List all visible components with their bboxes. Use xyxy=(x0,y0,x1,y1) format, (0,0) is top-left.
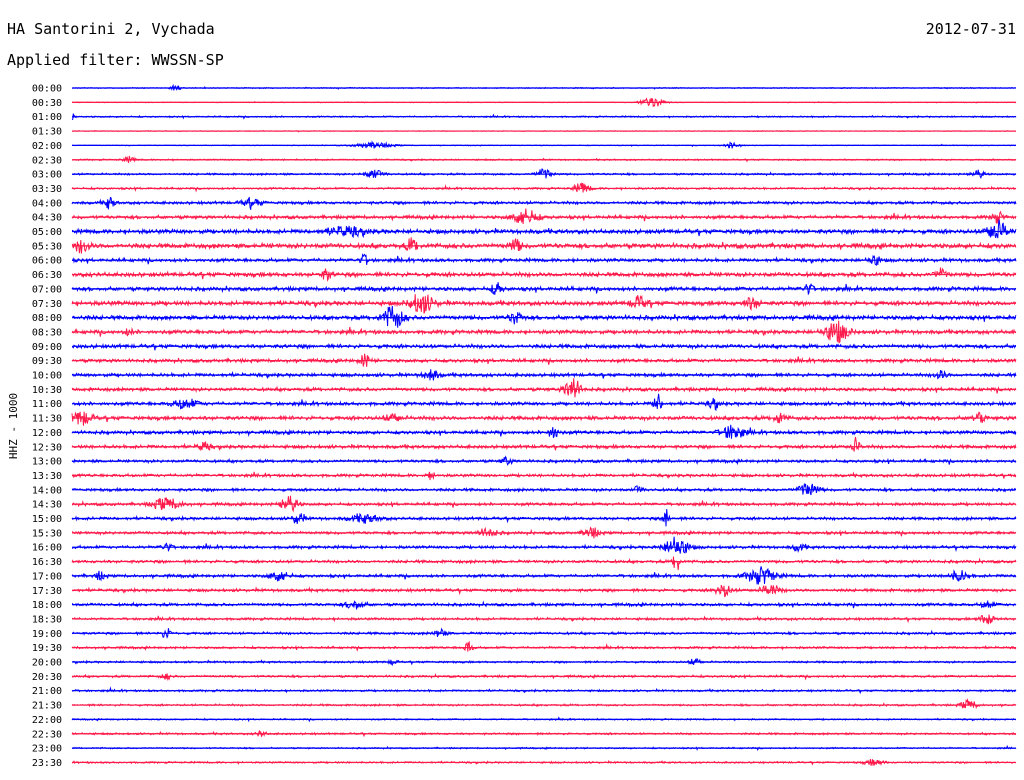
seismic-trace-1030 xyxy=(71,378,1017,398)
row-time-label: 12:30 xyxy=(32,442,62,453)
row-time-label: 12:00 xyxy=(32,428,62,439)
row-time-label: 04:30 xyxy=(32,213,62,224)
seismic-trace-1100 xyxy=(71,393,1017,412)
row-time-label: 09:30 xyxy=(32,356,62,367)
row-time-label: 20:30 xyxy=(32,672,62,683)
row-time-label: 17:30 xyxy=(32,586,62,597)
seismic-trace-0800 xyxy=(71,305,1017,328)
row-time-label: 03:00 xyxy=(32,170,62,181)
date-label: 2012-07-31 xyxy=(925,20,1016,38)
row-time-label: 01:00 xyxy=(32,112,62,123)
row-time-label: 13:00 xyxy=(32,457,62,468)
seismic-trace-1200 xyxy=(71,424,1017,439)
row-time-label: 22:00 xyxy=(32,715,62,726)
seismic-trace-0430 xyxy=(71,208,1017,224)
row-time-label: 01:30 xyxy=(32,127,62,138)
seismic-trace-2130 xyxy=(71,698,1017,710)
row-time-label: 06:30 xyxy=(32,270,62,281)
row-time-label: 10:30 xyxy=(32,385,62,396)
seismic-trace-0900 xyxy=(71,342,1017,351)
row-time-label: 18:30 xyxy=(32,614,62,625)
seismic-trace-1500 xyxy=(71,509,1017,527)
filter-label: Applied filter: WWSSN-SP xyxy=(7,51,224,69)
row-time-label: 05:00 xyxy=(32,227,62,238)
row-time-label: 18:00 xyxy=(32,600,62,611)
row-time-label: 11:00 xyxy=(32,399,62,410)
seismic-trace-1230 xyxy=(71,436,1017,452)
row-time-label: 06:00 xyxy=(32,256,62,267)
station-title: HA Santorini 2, Vychada xyxy=(7,20,215,38)
row-time-label: 14:00 xyxy=(32,485,62,496)
row-time-label: 15:30 xyxy=(32,528,62,539)
row-time-label: 23:30 xyxy=(32,758,62,769)
row-time-label: 21:30 xyxy=(32,701,62,712)
row-time-label: 16:30 xyxy=(32,557,62,568)
seismic-trace-0500 xyxy=(71,219,1017,239)
seismic-trace-1930 xyxy=(71,640,1017,652)
seismic-trace-1600 xyxy=(72,536,1017,554)
row-time-label: 00:00 xyxy=(32,84,62,95)
row-time-label: 22:30 xyxy=(32,729,62,740)
row-time-label: 03:30 xyxy=(32,184,62,195)
y-axis-label: HHZ - 1000 xyxy=(7,393,20,459)
seismic-trace-1130 xyxy=(71,411,1017,426)
row-time-label: 00:30 xyxy=(32,98,62,109)
row-time-label: 15:00 xyxy=(32,514,62,525)
seismic-trace-0330 xyxy=(71,182,1017,193)
row-time-label: 07:00 xyxy=(32,284,62,295)
row-time-label: 05:30 xyxy=(32,241,62,252)
seismic-trace-1300 xyxy=(71,455,1017,466)
seismic-trace-1630 xyxy=(71,556,1017,571)
row-time-label: 04:00 xyxy=(32,198,62,209)
row-time-label: 02:00 xyxy=(32,141,62,152)
row-time-label: 16:00 xyxy=(32,543,62,554)
row-time-label: 13:30 xyxy=(32,471,62,482)
row-time-label: 20:00 xyxy=(32,658,62,669)
trace-rows: 00:00 00:30 01:00 01:30 02:00 02:30 03:00 03:30… xyxy=(32,84,1017,769)
seismic-trace-0630 xyxy=(71,267,1017,282)
seismic-trace-0400 xyxy=(71,196,1017,210)
row-time-label: 08:30 xyxy=(32,327,62,338)
row-time-label: 17:00 xyxy=(32,571,62,582)
row-time-label: 07:30 xyxy=(32,299,62,310)
row-time-label: 19:00 xyxy=(32,629,62,640)
row-time-label: 11:30 xyxy=(32,414,62,425)
row-time-label: 19:30 xyxy=(32,643,62,654)
row-time-label: 23:00 xyxy=(32,744,62,755)
seismic-trace-1800 xyxy=(71,599,1017,610)
row-time-label: 10:00 xyxy=(32,371,62,382)
row-time-label: 14:30 xyxy=(32,500,62,511)
seismic-trace-1430 xyxy=(71,495,1017,513)
row-time-label: 21:00 xyxy=(32,686,62,697)
row-time-label: 09:00 xyxy=(32,342,62,353)
row-time-label: 08:00 xyxy=(32,313,62,324)
row-time-label: 02:30 xyxy=(32,155,62,166)
